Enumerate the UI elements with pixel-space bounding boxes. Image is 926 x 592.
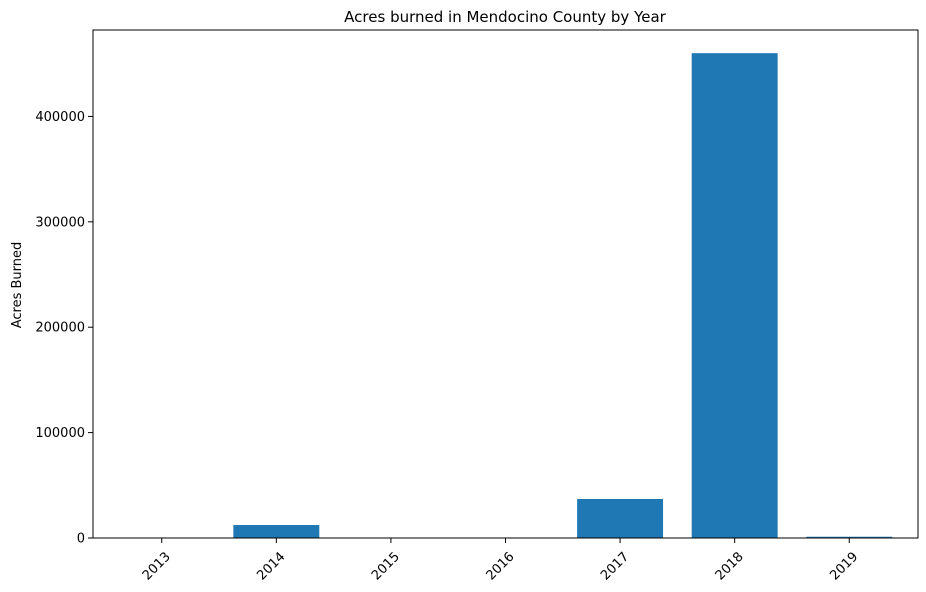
x-tick-label: 2016 xyxy=(484,549,518,583)
x-tick-label: 2015 xyxy=(369,549,403,583)
bar-2018 xyxy=(691,53,778,538)
x-tick-label: 2013 xyxy=(140,549,174,583)
plot-frame xyxy=(92,29,919,539)
y-tick-label: 0 xyxy=(77,532,85,547)
chart-title: Acres burned in Mendocino County by Year xyxy=(344,8,666,26)
y-tick-label: 100000 xyxy=(35,426,85,441)
y-tick-label: 200000 xyxy=(35,321,85,336)
x-tick-label: 2018 xyxy=(713,549,747,583)
x-tick-label: 2019 xyxy=(827,549,861,583)
bar-2017 xyxy=(577,499,664,538)
bar-2019 xyxy=(806,536,893,538)
y-axis-ticks: 0 100000 200000 300000 400000 xyxy=(35,110,93,547)
x-tick-label: 2017 xyxy=(598,549,632,583)
x-tick-label: 2014 xyxy=(254,549,288,583)
y-tick-label: 300000 xyxy=(35,215,85,230)
bar-2014 xyxy=(233,525,320,538)
bars-group xyxy=(233,53,893,538)
y-tick-label: 400000 xyxy=(35,110,85,125)
y-axis-label: Acres Burned xyxy=(10,242,25,329)
x-axis-ticks: 2013 2014 2015 2016 2017 2018 2019 xyxy=(140,538,861,583)
